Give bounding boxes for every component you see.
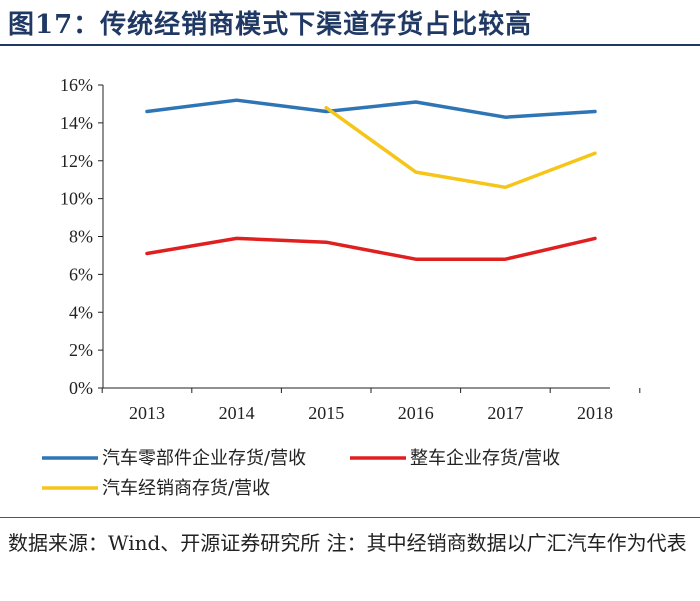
y-tick-label: 12% (60, 151, 93, 171)
source-note: 数据来源：Wind、开源证券研究所 注：其中经销商数据以广汇汽车作为代表 (8, 531, 687, 555)
y-tick-label: 0% (69, 378, 93, 398)
y-tick-label: 10% (60, 189, 93, 209)
y-tick-label: 2% (69, 340, 93, 360)
y-tick-label: 4% (69, 302, 93, 322)
series-line-3 (324, 105, 597, 190)
series-lines (145, 98, 597, 261)
y-axis: 0% 2% 4% 6% 8% 10% 12% 14% 16% (60, 75, 104, 398)
x-tick-label: 2014 (219, 403, 255, 423)
x-tick-label: 2016 (398, 403, 434, 423)
y-tick-label: 6% (69, 264, 93, 284)
y-tick-label: 8% (69, 227, 93, 247)
y-tick-label: 16% (60, 75, 93, 95)
series-line-1 (145, 98, 597, 119)
footer-divider (0, 517, 700, 518)
x-axis: 2013 2014 2015 2016 2017 2018 (101, 387, 641, 423)
legend-label-1: 汽车零部件企业存货/营收 (102, 448, 306, 469)
legend-label-3: 汽车经销商存货/营收 (102, 478, 270, 499)
title-divider (0, 44, 700, 46)
series-line-2 (145, 236, 597, 261)
line-chart: 0%2%4%6%8%10%12%14%16% 2013 2014 2015 2016 2… (42, 75, 641, 499)
y-tick-label: 14% (60, 113, 93, 133)
x-tick-label: 2017 (487, 403, 523, 423)
chart-title: 图17：传统经销商模式下渠道存货占比较高 (8, 10, 533, 40)
x-tick-label: 2018 (577, 403, 613, 423)
x-tick-label: 2013 (129, 403, 165, 423)
x-tick-label: 2015 (308, 403, 344, 423)
legend-label-2: 整车企业存货/营收 (410, 448, 560, 469)
